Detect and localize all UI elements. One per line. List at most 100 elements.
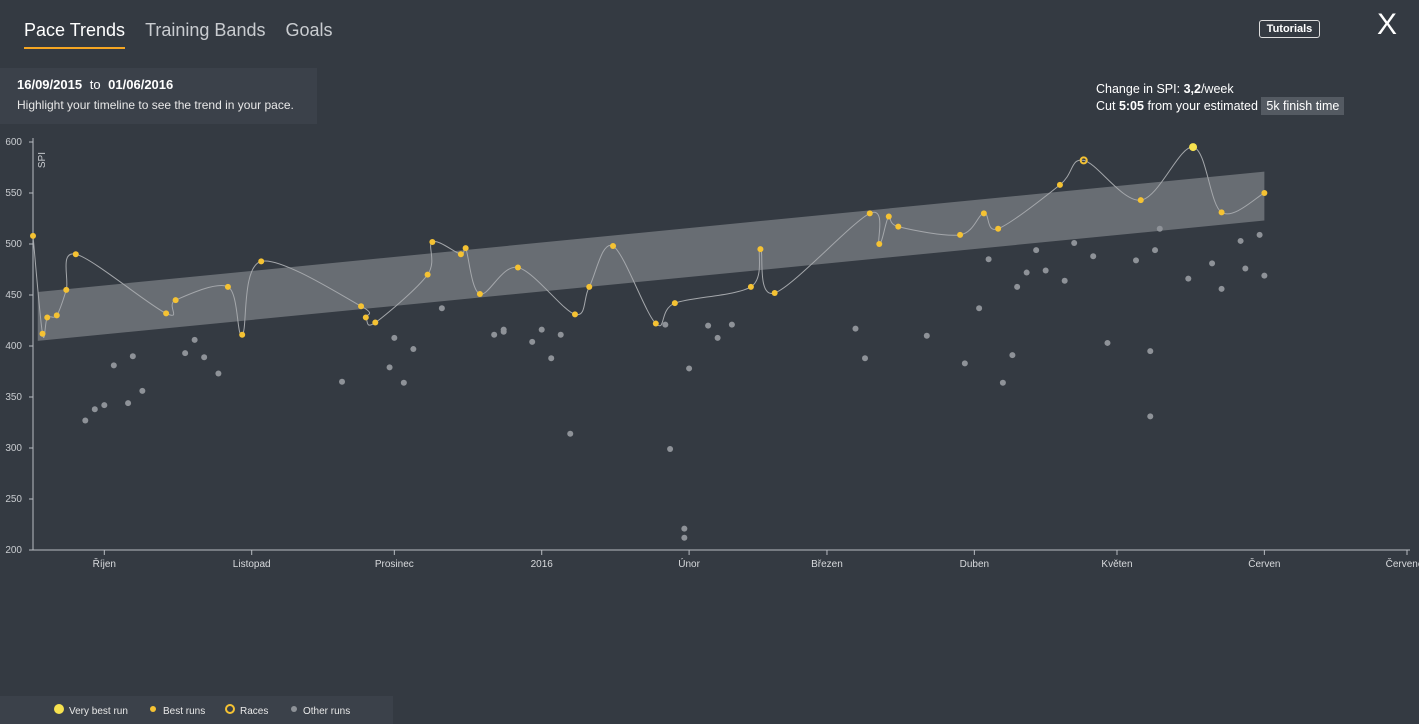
- best-run-point: [429, 238, 436, 245]
- best-run-point: [995, 225, 1002, 232]
- best-run-point: [258, 258, 265, 265]
- other-run-point: [681, 525, 688, 532]
- other-run-point: [1014, 283, 1021, 290]
- other-run-point: [101, 402, 108, 409]
- tab-goals[interactable]: Goals: [285, 20, 333, 40]
- best-run-point: [457, 251, 464, 258]
- other-run-point: [339, 378, 346, 385]
- other-run-point: [852, 325, 859, 332]
- other-run-point: [1033, 247, 1040, 254]
- other-run-point: [1104, 339, 1111, 346]
- other-run-point: [1133, 257, 1140, 264]
- tab-training-bands[interactable]: Training Bands: [145, 20, 266, 40]
- best-run-point: [1261, 190, 1268, 196]
- other-run-point: [1042, 267, 1049, 274]
- best-run-point: [514, 264, 521, 271]
- spi-change-label: Change in SPI:: [1096, 82, 1184, 96]
- legend-very-best-run: Very best run: [69, 706, 128, 717]
- tab-pace-trends[interactable]: Pace Trends: [24, 20, 126, 49]
- best-run-point: [980, 210, 987, 217]
- spi-y-axis-label: SPI: [37, 152, 48, 168]
- spi-y-tick-label: 400: [5, 341, 22, 352]
- other-run-point: [681, 534, 688, 541]
- best-run-point: [53, 312, 60, 319]
- best-run-point: [571, 311, 578, 318]
- other-run-point: [1147, 413, 1154, 420]
- other-run-point: [400, 379, 407, 386]
- spi-x-tick-label: Březen: [811, 559, 843, 570]
- other-run-point: [1209, 260, 1216, 267]
- cut-label: Cut: [1096, 99, 1119, 113]
- other-run-point: [1261, 272, 1268, 279]
- spi-y-tick-label: 500: [5, 239, 22, 250]
- other-run-point: [999, 379, 1006, 386]
- close-icon[interactable]: X: [1377, 8, 1398, 41]
- other-run-point: [391, 334, 398, 341]
- spi-chart[interactable]: SPI 200 250 300 350 400 450 500 550 600 Říjen Listo…: [0, 0, 1419, 580]
- other-run-point: [91, 406, 98, 413]
- range-start: 16/09/2015: [17, 77, 83, 92]
- spi-y-tick-label: 550: [5, 188, 22, 199]
- race-point: [1079, 156, 1088, 165]
- best-run-point: [39, 330, 46, 337]
- spi-y-tick-label: 600: [5, 137, 22, 148]
- very-best-run-legend-icon: [54, 704, 64, 714]
- spi-change-unit: /week: [1200, 82, 1234, 96]
- other-run-point: [1061, 277, 1068, 284]
- spi-x-tick-label: Červenec: [1386, 557, 1419, 570]
- best-run-point: [72, 251, 79, 258]
- other-run-point: [1071, 239, 1078, 246]
- other-run-point: [110, 362, 117, 369]
- best-run-point: [866, 210, 873, 217]
- spi-x-tick-label: Únor: [678, 557, 700, 570]
- other-run-point: [705, 322, 712, 329]
- other-run-point: [1147, 348, 1154, 355]
- best-run-point: [876, 241, 883, 247]
- best-run-point: [885, 213, 892, 220]
- other-run-point: [139, 387, 146, 394]
- best-run-point: [239, 331, 246, 338]
- other-run-point: [538, 326, 545, 333]
- best-run-point: [671, 300, 678, 307]
- other-run-legend-icon: [291, 706, 297, 712]
- other-run-point: [548, 355, 555, 362]
- race-legend-icon: [225, 704, 235, 714]
- other-run-point: [714, 334, 721, 341]
- best-run-point: [957, 231, 964, 238]
- spi-summary: Change in SPI: 3,2/week Cut 5:05 from yo…: [1096, 81, 1345, 115]
- spi-x-tick-label: Prosinec: [375, 559, 414, 570]
- tab-bar: Pace Trends Training Bands Goals: [24, 20, 333, 49]
- best-run-point: [652, 320, 659, 327]
- other-run-point: [491, 331, 498, 338]
- other-run-point: [529, 338, 536, 345]
- other-run-point: [557, 331, 564, 338]
- other-run-point: [667, 446, 674, 453]
- date-range: 16/09/2015 to 01/06/2016: [17, 77, 173, 92]
- spi-y-tick-label: 350: [5, 392, 22, 403]
- other-run-point: [129, 353, 136, 360]
- spi-x-tick-label: Říjen: [93, 557, 116, 570]
- other-run-point: [686, 365, 693, 372]
- other-run-point: [662, 321, 669, 328]
- other-run-point: [1023, 269, 1030, 276]
- tutorials-button[interactable]: Tutorials: [1259, 20, 1320, 38]
- legend-best-runs: Best runs: [163, 706, 206, 717]
- target-distance-selector[interactable]: 5k finish time: [1261, 97, 1345, 115]
- other-run-point: [728, 321, 735, 328]
- other-run-point: [82, 417, 89, 424]
- spi-x-tick-label: Květen: [1101, 559, 1132, 570]
- other-run-point: [961, 360, 968, 367]
- other-run-point: [1156, 225, 1163, 232]
- other-run-point: [201, 354, 208, 361]
- best-run-point: [358, 303, 365, 310]
- spi-y-tick-label: 300: [5, 443, 22, 454]
- other-run-point: [985, 256, 992, 263]
- legend-races: Races: [240, 706, 269, 717]
- other-run-point: [976, 305, 983, 312]
- best-run-point: [771, 289, 778, 296]
- other-run-point: [923, 332, 930, 339]
- best-run-point: [1056, 181, 1063, 188]
- other-run-point: [500, 326, 507, 333]
- trend-band: [37, 171, 1265, 341]
- best-run-point: [462, 245, 469, 252]
